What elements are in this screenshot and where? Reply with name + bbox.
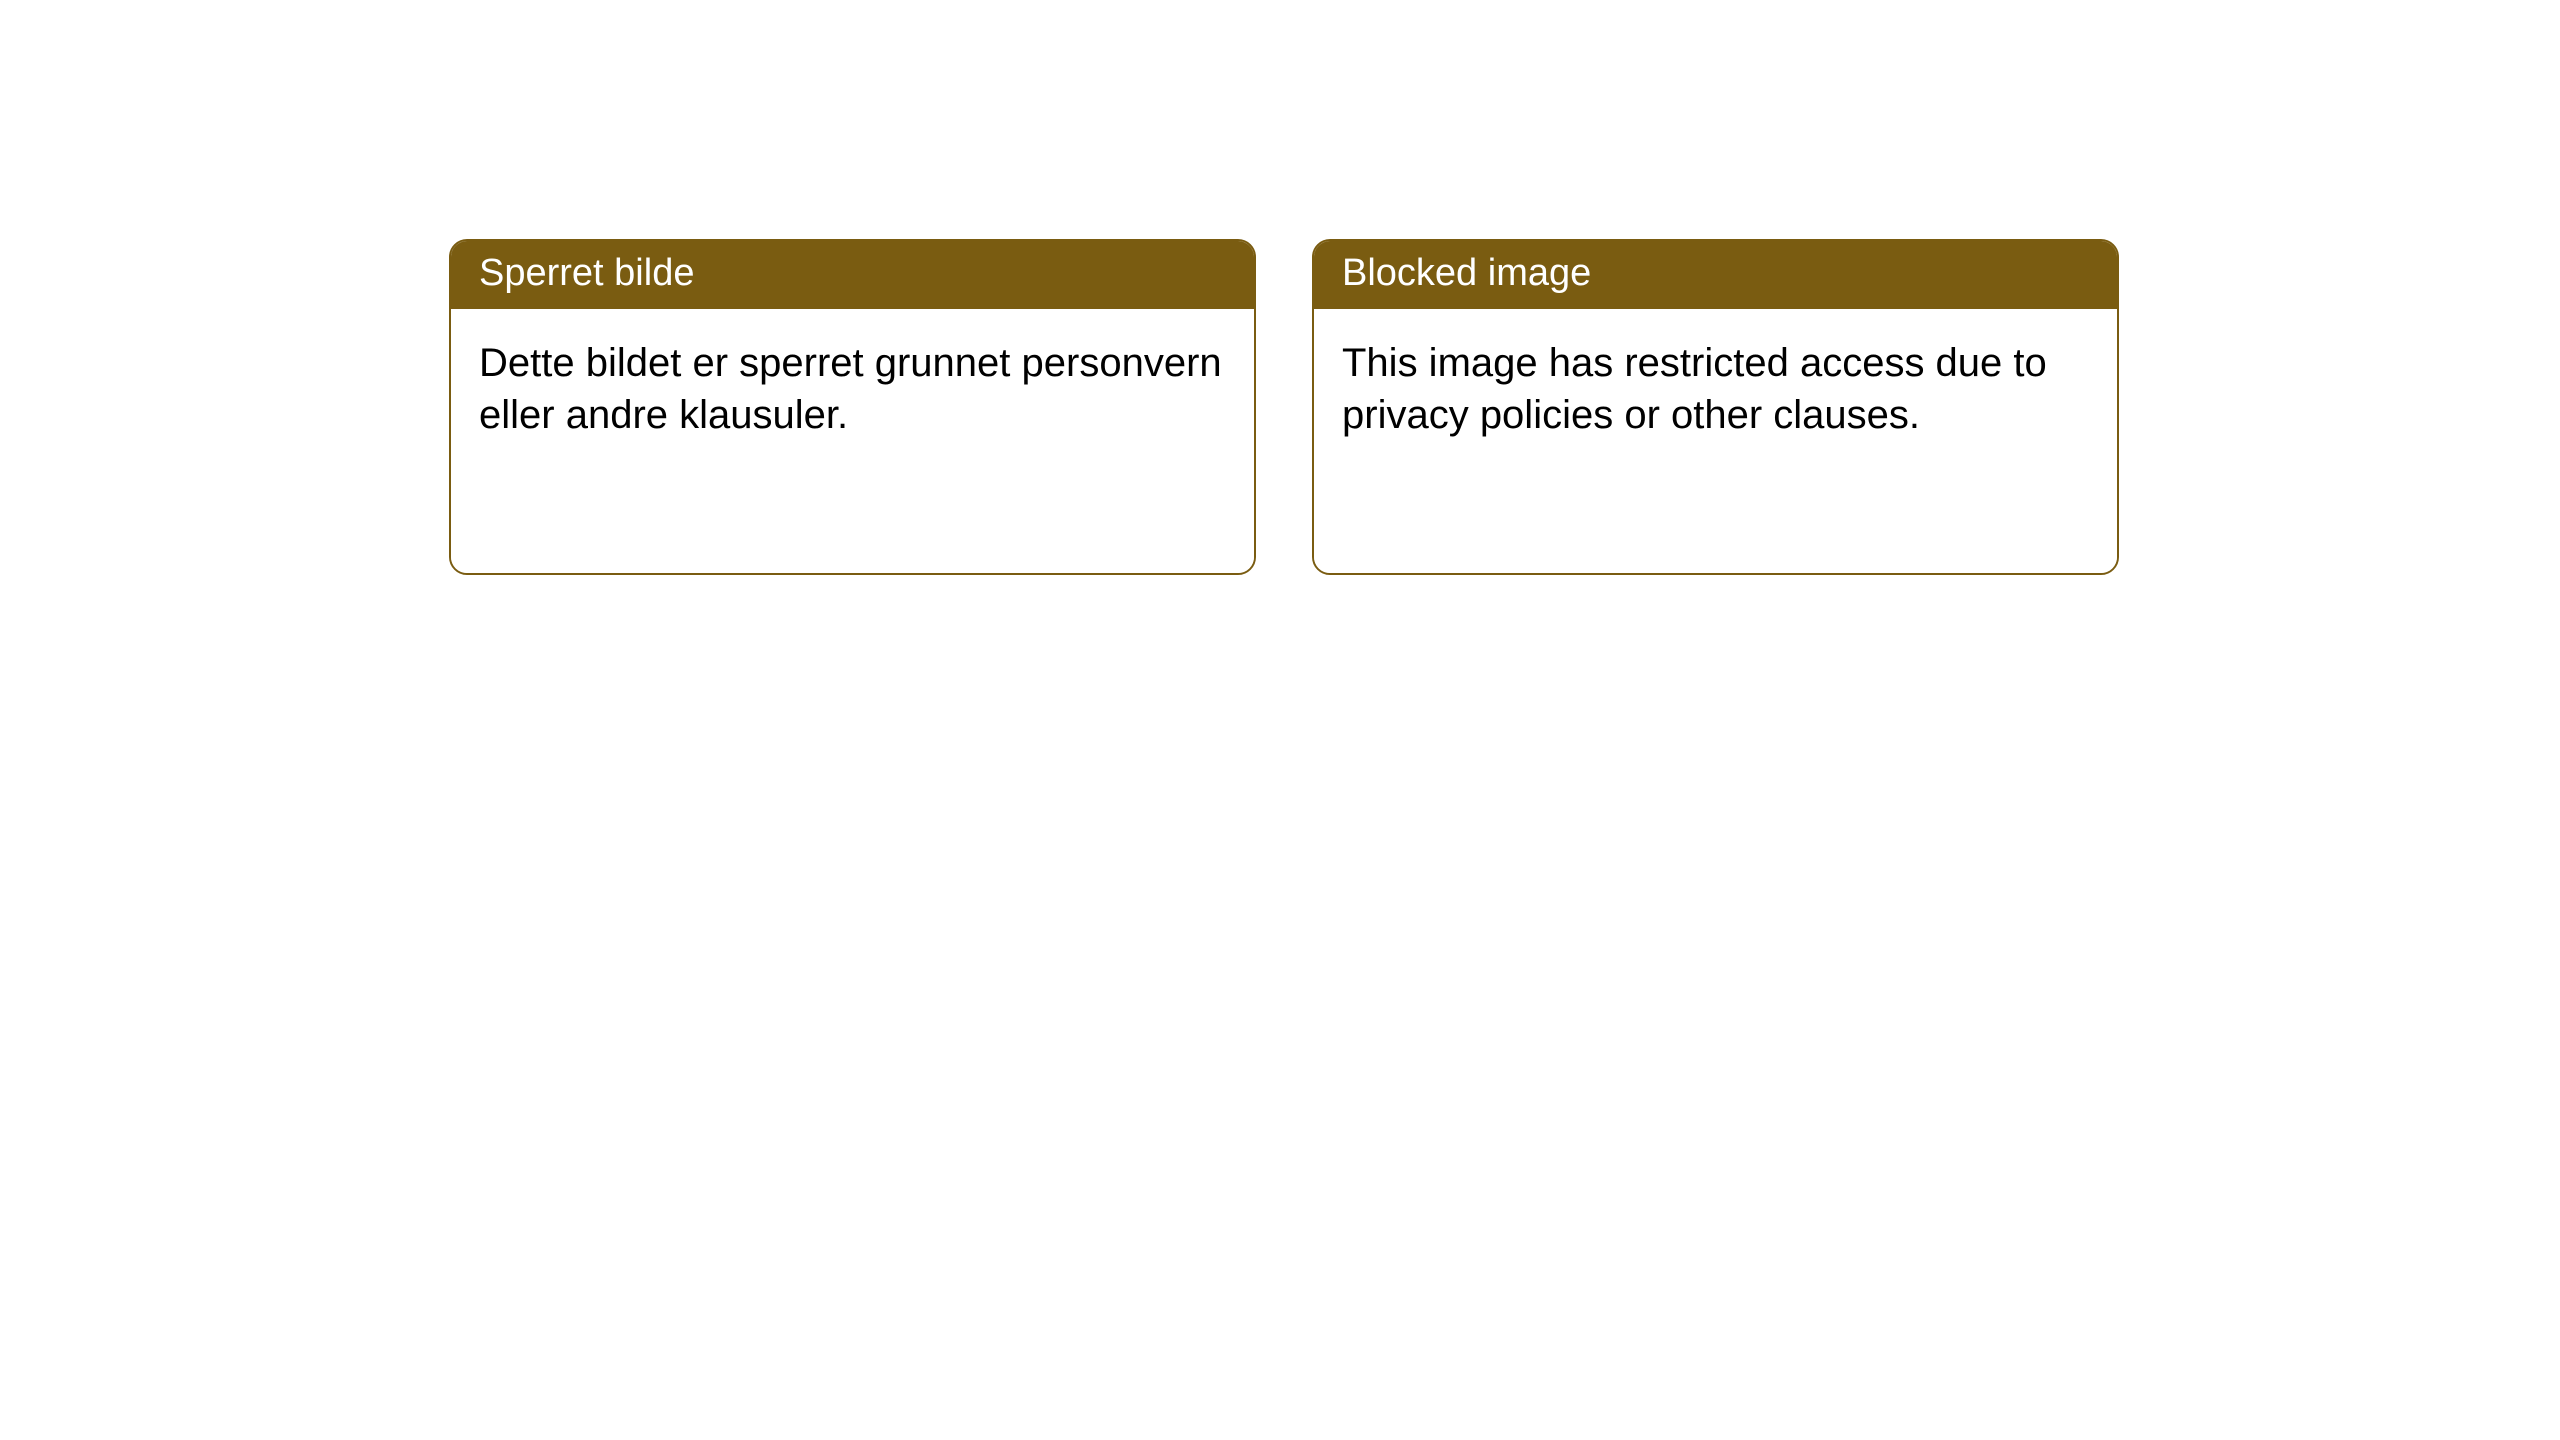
blocked-image-card-english: Blocked image This image has restricted … bbox=[1312, 239, 2119, 575]
card-body-text: This image has restricted access due to … bbox=[1342, 341, 2047, 438]
card-header: Blocked image bbox=[1314, 241, 2117, 309]
card-title: Blocked image bbox=[1342, 252, 1591, 294]
notice-container: Sperret bilde Dette bildet er sperret gr… bbox=[0, 0, 2560, 575]
blocked-image-card-norwegian: Sperret bilde Dette bildet er sperret gr… bbox=[449, 239, 1256, 575]
card-body: Dette bildet er sperret grunnet personve… bbox=[451, 309, 1254, 573]
card-body-text: Dette bildet er sperret grunnet personve… bbox=[479, 341, 1222, 438]
card-header: Sperret bilde bbox=[451, 241, 1254, 309]
card-body: This image has restricted access due to … bbox=[1314, 309, 2117, 573]
card-title: Sperret bilde bbox=[479, 252, 694, 294]
